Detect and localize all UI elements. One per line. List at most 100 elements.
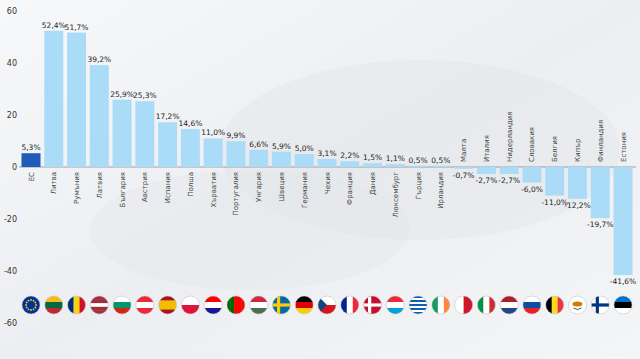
flag [204, 296, 222, 314]
data-label: -2,7% [498, 176, 520, 185]
flag-outline [227, 296, 245, 314]
flag [568, 296, 586, 314]
bar [522, 167, 541, 183]
flag-stripe [68, 296, 74, 314]
bar [591, 167, 610, 218]
category-label: Малта [460, 139, 468, 162]
data-label: 2,2% [340, 151, 359, 160]
background [0, 0, 640, 359]
flag-outline [159, 296, 177, 314]
flag-outline [272, 296, 290, 314]
data-label: 0,5% [409, 156, 428, 165]
flag-stripe [347, 296, 353, 314]
category-label: Италия [483, 135, 491, 162]
flag-stripe [159, 305, 177, 310]
flag-outline [614, 296, 632, 314]
flag [364, 296, 382, 314]
flag [272, 296, 290, 314]
flag-star [26, 302, 28, 304]
flag [159, 296, 177, 314]
data-label: 5,0% [295, 144, 314, 153]
category-label: Португалия [232, 172, 240, 215]
flag-star [35, 304, 37, 306]
flag [591, 296, 609, 314]
flag-outline [455, 296, 473, 314]
flag-stripe [455, 296, 464, 314]
flag-star [28, 308, 30, 310]
flag [318, 296, 336, 314]
category-label: Латвия [96, 172, 104, 199]
data-label: 51,7% [65, 23, 89, 32]
flag-outline [364, 296, 382, 314]
data-label: 5,3% [21, 143, 40, 152]
background-shape [90, 170, 410, 290]
data-label: -0,7% [453, 171, 475, 180]
bar [431, 166, 450, 167]
category-label: Австрия [141, 172, 149, 202]
flag-star [33, 300, 35, 302]
flag-cross [364, 303, 382, 306]
data-label: -12,2% [564, 201, 591, 210]
category-label: Ирландия [437, 172, 445, 209]
flag [432, 296, 450, 314]
category-label: ЕС [28, 172, 36, 181]
data-label: 9,9% [226, 131, 245, 140]
flag-stripe [90, 310, 108, 314]
flag-field [22, 296, 40, 314]
bar [568, 167, 587, 199]
flag-stripe [113, 302, 131, 308]
flag [386, 296, 404, 314]
flag-outline [136, 296, 154, 314]
flag-outline [22, 296, 40, 314]
bar [545, 167, 564, 196]
data-label: 25,9% [110, 90, 134, 99]
flag-stripe [500, 302, 518, 308]
category-label: Белгия [551, 136, 559, 162]
flag-cross [272, 303, 290, 306]
flag-stripe [250, 302, 268, 308]
flag-star [34, 307, 36, 309]
flag-outline [204, 296, 222, 314]
flag-stripe [464, 296, 473, 314]
y-tick-label: 40 [7, 59, 17, 68]
data-label: -6,0% [521, 185, 543, 194]
data-label: -19,7% [587, 220, 614, 229]
bar [295, 154, 314, 167]
flag-stripe [227, 296, 231, 314]
category-label: Швеция [278, 172, 286, 201]
category-label: Финландия [597, 120, 605, 162]
category-label: Германия [301, 172, 309, 208]
flag [45, 296, 63, 314]
flag-stripe [136, 296, 154, 302]
category-label: Словакия [528, 127, 536, 162]
flag-outline [546, 296, 564, 314]
flag-stripe [181, 305, 199, 314]
category-label: Франция [346, 172, 354, 205]
flag-stripe [500, 296, 518, 302]
flag-stripe [614, 296, 632, 302]
bar [363, 163, 382, 167]
flag-outline [591, 296, 609, 314]
flag-field [364, 296, 382, 314]
flag-outline [90, 296, 108, 314]
flag-stripe [74, 296, 80, 314]
chart: -60-40-2002040605,3%ЕС52,4%Литва51,7%Рум… [0, 0, 640, 359]
flag [614, 296, 632, 314]
flag-stripe [295, 296, 313, 302]
flag [341, 296, 359, 314]
flag-star [28, 300, 30, 302]
y-tick-label: 0 [12, 163, 17, 172]
flag-outline [523, 296, 541, 314]
y-tick-label: -60 [4, 319, 17, 328]
flag-stripe [45, 302, 63, 308]
data-label: -2,7% [476, 176, 498, 185]
flag-cross [277, 296, 280, 314]
flag-outline [500, 296, 518, 314]
flag-outline [181, 296, 199, 314]
bar [22, 153, 41, 167]
bar [454, 167, 473, 169]
flag-stripe [90, 300, 108, 304]
flag-stripe [181, 296, 199, 305]
flag-stripe [90, 303, 108, 307]
bar [272, 152, 291, 167]
